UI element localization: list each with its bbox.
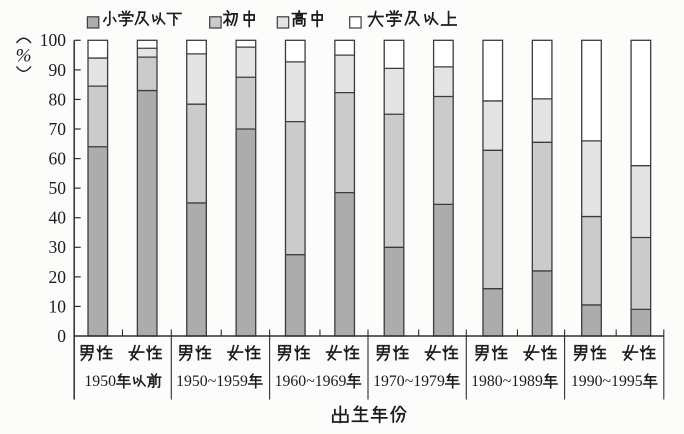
svg-text:50: 50 — [49, 178, 67, 198]
svg-text:60: 60 — [49, 148, 67, 168]
svg-text:30: 30 — [49, 237, 67, 257]
svg-text:%: % — [16, 46, 32, 67]
svg-text:40: 40 — [49, 208, 67, 228]
svg-text:1970~1979: 1970~1979 — [373, 373, 445, 390]
svg-text:10: 10 — [49, 296, 67, 316]
svg-text:80: 80 — [49, 89, 67, 109]
svg-text:1950: 1950 — [84, 373, 116, 390]
svg-text:90: 90 — [49, 60, 67, 80]
svg-text:20: 20 — [49, 267, 67, 287]
svg-text:1980~1989: 1980~1989 — [471, 373, 543, 390]
svg-text:100: 100 — [40, 30, 67, 50]
svg-text:0: 0 — [57, 326, 66, 346]
svg-text:1960~1969: 1960~1969 — [275, 373, 347, 390]
svg-text:70: 70 — [49, 119, 67, 139]
svg-text:1990~1995: 1990~1995 — [571, 373, 643, 390]
svg-text:1950~1959: 1950~1959 — [176, 373, 248, 390]
